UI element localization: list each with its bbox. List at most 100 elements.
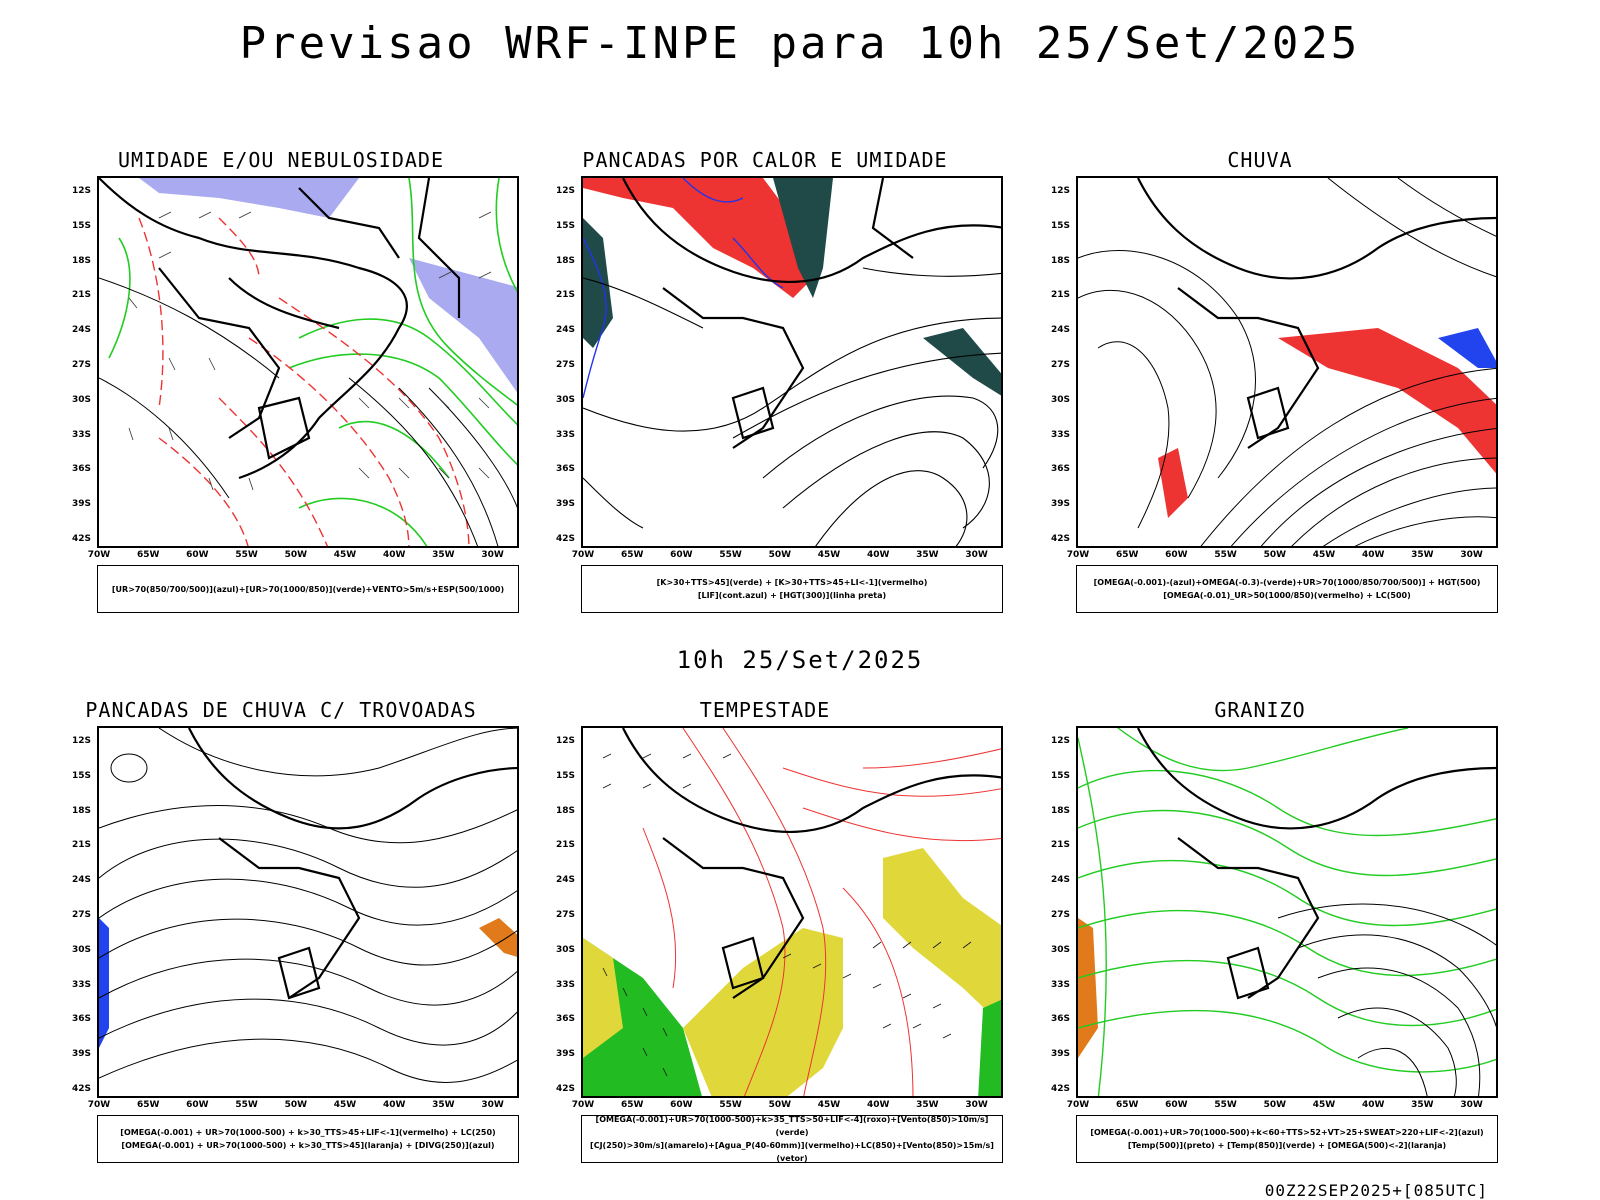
lon-tick-label: 30W — [1460, 550, 1483, 560]
lon-tick-label: 45W — [817, 1100, 841, 1110]
map-layer — [1078, 728, 1496, 1096]
lat-tick-label: 42S — [1051, 534, 1071, 544]
lat-tick-label: 27S — [1051, 910, 1071, 920]
lon-tick-label: 55W — [235, 550, 258, 560]
panel-pancadas-calor: PANCADAS POR CALOR E UMIDADE — [530, 148, 1003, 618]
lat-tick-label: 15S — [1051, 220, 1071, 231]
lat-tick-label: 39S — [1051, 499, 1071, 510]
lat-tick-label: 24S — [72, 325, 92, 336]
lat-tick-label: 18S — [72, 805, 92, 816]
lat-tick-label: 15S — [72, 770, 92, 781]
lon-tick-label: 35W — [432, 550, 455, 560]
lat-tick-label: 36S — [72, 464, 92, 475]
lat-tick-label: 21S — [1051, 840, 1071, 851]
lat-tick-label: 21S — [1051, 290, 1071, 301]
lon-tick-label: 70W — [571, 1100, 595, 1110]
lon-tick-label: 30W — [1460, 1100, 1483, 1110]
lat-tick-label: 15S — [1051, 770, 1071, 781]
lat-tick-label: 12S — [72, 736, 92, 746]
legend-line: [OMEGA(-0.001)-(azul)+OMEGA(-0.3)-(verde… — [1093, 578, 1481, 587]
lat-tick-label: 33S — [72, 429, 92, 440]
lon-tick-label: 70W — [87, 1100, 111, 1110]
lon-tick-label: 35W — [916, 1100, 939, 1110]
lat-tick-label: 15S — [72, 220, 92, 231]
lon-tick-label: 50W — [768, 1100, 792, 1110]
map-layer — [583, 178, 1001, 546]
panel-legend: [OMEGA(-0.001) + UR>70(1000-500) + k>30_… — [97, 1115, 519, 1163]
map-layer — [1078, 178, 1496, 546]
lat-tick-label: 42S — [556, 534, 576, 544]
lon-tick-label: 45W — [817, 550, 841, 560]
legend-line: [UR>70(850/700/500)](azul)+[UR>70(1000/8… — [111, 584, 505, 594]
legend-line: [OMEGA(-0.001)+UR>70(1000-500)+k<60+TTS>… — [1090, 1128, 1484, 1137]
legend-line: [OMEGA(-0.001) + UR>70(1000-500) + k>30_… — [121, 1141, 495, 1150]
lat-tick-label: 33S — [1051, 429, 1071, 440]
lon-tick-label: 70W — [571, 550, 595, 560]
panel-tempestade: TEMPESTADE — [530, 698, 1003, 1168]
lat-tick-label: 12S — [1051, 186, 1071, 196]
lat-tick-label: 27S — [72, 910, 92, 920]
lat-tick-label: 30S — [72, 394, 92, 405]
lon-tick-label: 35W — [916, 550, 939, 560]
map-pancadas-trovoadas — [97, 726, 519, 1098]
lat-tick-label: 12S — [556, 736, 576, 746]
panel-legend: [OMEGA(-0.001)-(azul)+OMEGA(-0.3)-(verde… — [1076, 565, 1498, 613]
map-tempestade — [581, 726, 1003, 1098]
lat-tick-label: 42S — [72, 1084, 92, 1094]
lat-tick-label: 24S — [1051, 325, 1071, 336]
lon-tick-label: 65W — [1115, 550, 1139, 560]
panel-title: TEMPESTADE — [699, 698, 831, 722]
lat-tick-label: 42S — [1051, 1084, 1071, 1094]
footer-stamp: 00Z22SEP2025+[085UTC] — [1264, 1181, 1488, 1200]
legend-line: [K>30+TTS>45](verde) + [K>30+TTS>45+LI<-… — [656, 578, 928, 587]
panel-title: GRANIZO — [1214, 698, 1306, 722]
panel-granizo: GRANIZO — [1025, 698, 1498, 1168]
lat-tick-label: 27S — [556, 360, 576, 370]
lat-tick-label: 18S — [72, 255, 92, 266]
lat-tick-label: 36S — [72, 1014, 92, 1025]
lon-tick-label: 55W — [719, 550, 742, 560]
panel-title: UMIDADE E/OU NEBULOSIDADE — [117, 148, 445, 172]
lon-tick-label: 50W — [284, 550, 308, 560]
lat-tick-label: 42S — [556, 1084, 576, 1094]
lat-tick-label: 33S — [72, 979, 92, 990]
lon-tick-label: 50W — [284, 1100, 308, 1110]
lon-tick-label: 60W — [186, 550, 209, 560]
legend-line: [Temp(500)](preto) + [Temp(850)](verde) … — [1127, 1141, 1447, 1150]
panel-umidade: UMIDADE E/OU NEBULOSIDADE — [46, 148, 519, 618]
lon-tick-label: 30W — [481, 550, 504, 560]
lon-tick-label: 60W — [1165, 550, 1188, 560]
lon-tick-label: 60W — [1165, 1100, 1188, 1110]
lat-tick-label: 18S — [1051, 805, 1071, 816]
map-layer — [583, 728, 1001, 1096]
lon-tick-label: 40W — [382, 1100, 406, 1110]
middle-title: 10h 25/Set/2025 — [676, 646, 924, 674]
lat-tick-label: 12S — [556, 186, 576, 196]
lat-tick-label: 33S — [1051, 979, 1071, 990]
lat-tick-label: 27S — [556, 910, 576, 920]
lon-tick-label: 70W — [1066, 550, 1090, 560]
lon-tick-label: 65W — [620, 550, 644, 560]
lat-tick-label: 21S — [72, 290, 92, 301]
legend-line: [CJ(250)>30m/s](amarelo)+[Agua_P(40-60mm… — [590, 1141, 994, 1163]
lon-tick-label: 65W — [620, 1100, 644, 1110]
lat-tick-label: 18S — [1051, 255, 1071, 266]
map-granizo — [1076, 726, 1498, 1098]
panel-legend: [OMEGA(-0.001)+UR>70(1000-500)+k>35_TTS>… — [581, 1115, 1003, 1163]
lon-tick-label: 50W — [768, 550, 792, 560]
lat-tick-label: 33S — [556, 429, 576, 440]
lon-tick-label: 40W — [866, 550, 890, 560]
lat-tick-label: 21S — [72, 840, 92, 851]
lat-tick-label: 30S — [556, 944, 576, 955]
lat-tick-label: 39S — [556, 1049, 576, 1060]
lat-tick-label: 36S — [556, 464, 576, 475]
main-title: Previsao WRF-INPE para 10h 25/Set/2025 — [239, 18, 1361, 69]
map-layer — [99, 178, 517, 546]
lat-tick-label: 18S — [556, 805, 576, 816]
lat-tick-label: 30S — [1051, 944, 1071, 955]
lon-tick-label: 30W — [965, 550, 988, 560]
lat-tick-label: 18S — [556, 255, 576, 266]
panel-chuva: CHUVA — [1025, 148, 1498, 618]
lat-tick-label: 42S — [72, 534, 92, 544]
map-chuva — [1076, 176, 1498, 548]
